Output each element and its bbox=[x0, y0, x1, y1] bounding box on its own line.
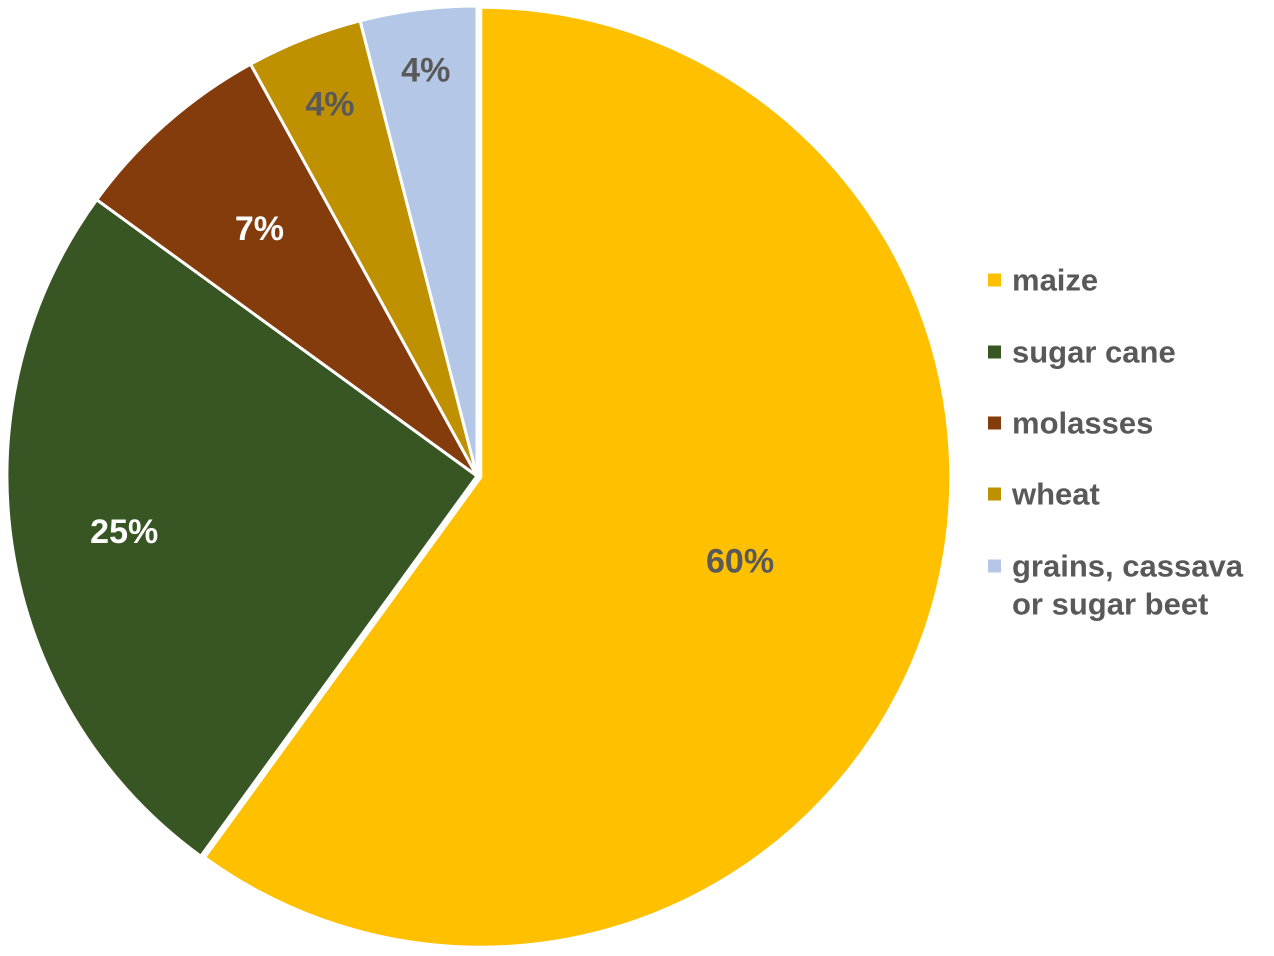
legend-marker bbox=[988, 273, 1001, 287]
legend-entry: sugar cane bbox=[988, 335, 1176, 370]
legend-entry: maize bbox=[988, 263, 1098, 298]
legend-label: molasses bbox=[1012, 406, 1153, 441]
data-label-maize: 60% bbox=[706, 542, 774, 580]
pie-data-labels: 60% 25% 7% 4% 4% bbox=[90, 51, 774, 580]
legend-label: maize bbox=[1012, 263, 1098, 298]
legend-marker bbox=[988, 559, 1001, 573]
legend-label: sugar cane bbox=[1012, 335, 1176, 370]
legend-label: wheat bbox=[1011, 477, 1100, 512]
data-label-wheat: 4% bbox=[305, 86, 354, 124]
legend-marker bbox=[988, 416, 1001, 430]
pie-slice-molasses bbox=[95, 62, 479, 478]
data-label-sugar-cane: 25% bbox=[90, 513, 158, 551]
pie-slice-grains-cassava-or-sugar-beet bbox=[358, 4, 479, 478]
data-label-molasses: 7% bbox=[235, 210, 284, 248]
legend-label: grains, cassava bbox=[1012, 549, 1244, 584]
legend-marker bbox=[988, 345, 1001, 359]
legend-label: or sugar beet bbox=[1012, 587, 1208, 622]
legend-marker bbox=[988, 487, 1001, 501]
pie-slices bbox=[5, 4, 953, 949]
data-label-grains-cassava-or-sugar-beet: 4% bbox=[401, 51, 450, 89]
pie-slice-maize bbox=[203, 5, 953, 949]
legend: maize sugar cane molasses wheat grains, cass… bbox=[988, 263, 1244, 622]
legend-entry: wheat bbox=[988, 477, 1100, 512]
pie-slice-sugar-cane bbox=[5, 198, 479, 858]
legend-entry: molasses bbox=[988, 406, 1153, 441]
